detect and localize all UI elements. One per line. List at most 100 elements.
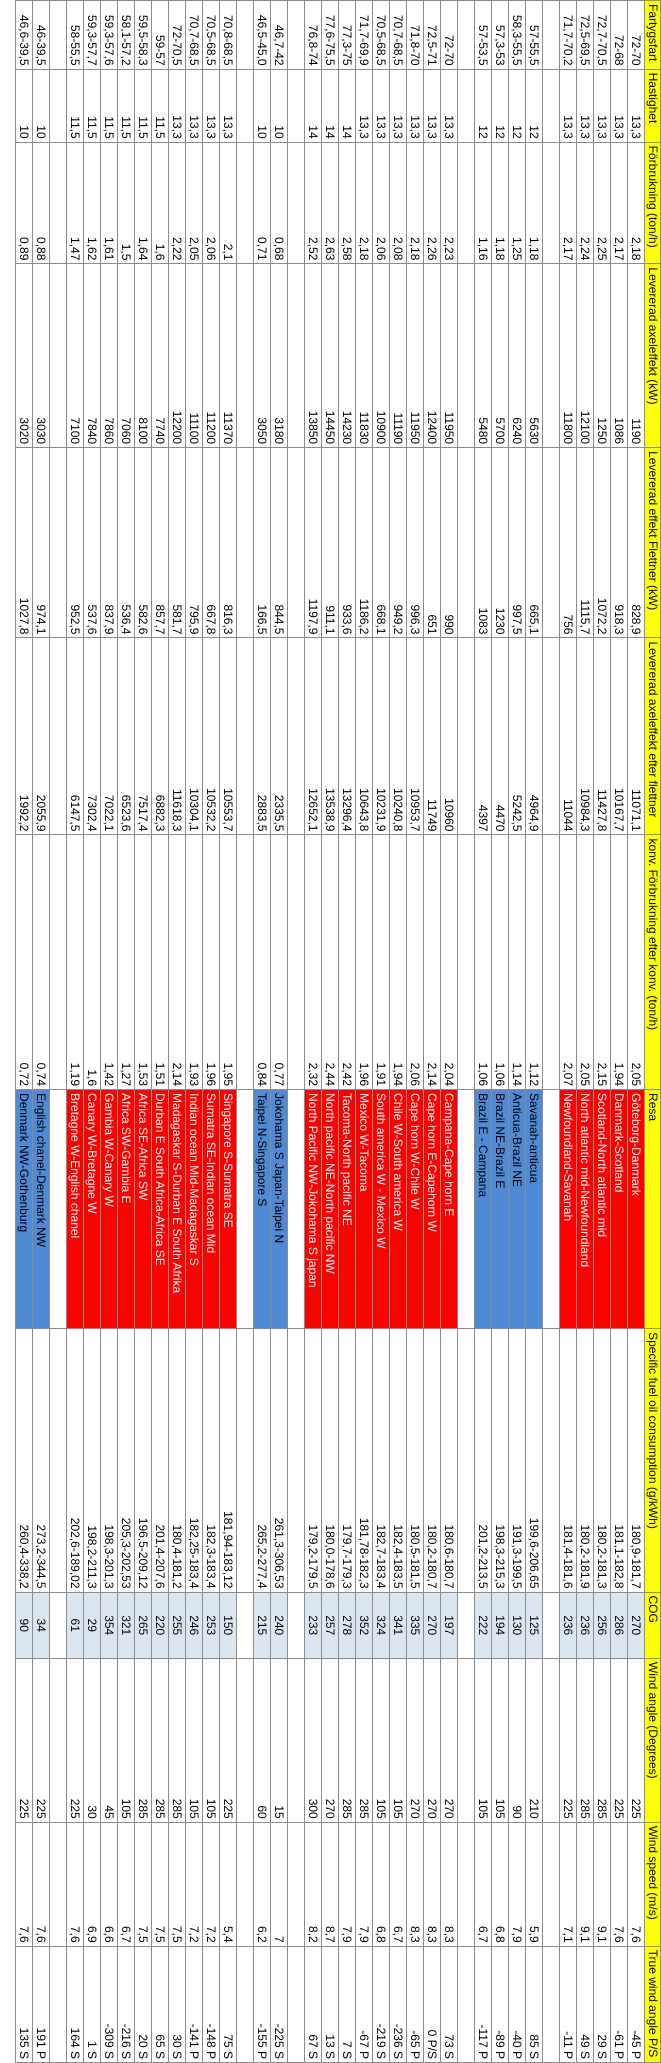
empty-cell[interactable] [542, 142, 560, 264]
cell-consumption[interactable]: 1,25 [508, 142, 526, 264]
empty-cell[interactable] [49, 0, 67, 70]
cell-voyage[interactable]: Göteborg-Danmark [627, 1089, 645, 1329]
cell-speed[interactable]: 76,8-74 [304, 0, 322, 70]
empty-cell[interactable] [457, 1089, 475, 1329]
cell-shaft-after-flettner[interactable]: 10240,8 [389, 637, 407, 835]
cell-speed[interactable]: 46,5-45,0 [253, 0, 271, 70]
empty-cell[interactable] [236, 1328, 254, 1593]
cell-cog[interactable]: 34 [32, 1592, 50, 1659]
cell-consumption[interactable]: 2,22 [168, 142, 186, 264]
cell-consumption[interactable]: 2,23 [440, 142, 458, 264]
header-cell-wind-speed[interactable]: Wind speed (m/s) [644, 1822, 661, 1947]
cell-cog[interactable]: 233 [304, 1592, 322, 1659]
cell-consumption[interactable]: 2,05 [185, 142, 203, 264]
cell-wind-speed[interactable]: 8,7 [321, 1822, 339, 1947]
cell-shaft-power[interactable]: 7860 [100, 263, 118, 448]
cell-true-wind[interactable]: -155 P [253, 1946, 271, 2063]
cell-true-wind[interactable]: -225 S [270, 1946, 288, 2063]
empty-cell[interactable] [542, 834, 560, 1090]
cell-knots[interactable]: 13,3 [372, 69, 390, 143]
cell-wind-angle[interactable]: 285 [134, 1658, 152, 1823]
cell-true-wind[interactable]: 135 S [15, 1946, 33, 2063]
cell-wind-angle[interactable]: 285 [168, 1658, 186, 1823]
cell-consumption-after[interactable]: 1,51 [151, 834, 169, 1090]
cell-cog[interactable]: 270 [423, 1592, 441, 1659]
cell-consumption[interactable]: 2,06 [372, 142, 390, 264]
cell-wind-speed[interactable]: 7,6 [15, 1822, 33, 1947]
empty-cell[interactable] [236, 69, 254, 143]
cell-voyage[interactable]: Savanah-anticua [525, 1089, 543, 1329]
cell-cog[interactable]: 240 [270, 1592, 288, 1659]
cell-wind-angle[interactable]: 105 [117, 1658, 135, 1823]
cell-cog[interactable]: 150 [219, 1592, 237, 1659]
cell-shaft-power[interactable]: 10900 [372, 263, 390, 448]
cell-wind-angle[interactable]: 270 [406, 1658, 424, 1823]
cell-consumption[interactable]: 2,26 [423, 142, 441, 264]
cell-voyage[interactable]: Cape horn W-Chile W [406, 1089, 424, 1329]
cell-speed[interactable]: 77,6-75,5 [321, 0, 339, 70]
cell-flettner-power[interactable]: 837,9 [100, 447, 118, 638]
cell-consumption-after[interactable]: 1,06 [474, 834, 492, 1090]
cell-speed[interactable]: 58,3-55,5 [508, 0, 526, 70]
cell-wind-angle[interactable]: 300 [304, 1658, 322, 1823]
cell-flettner-power[interactable]: 1083 [474, 447, 492, 638]
empty-cell[interactable] [542, 69, 560, 143]
cell-shaft-after-flettner[interactable]: 10304,1 [185, 637, 203, 835]
cell-wind-angle[interactable]: 210 [525, 1658, 543, 1823]
cell-speed[interactable]: 72,5-71 [423, 0, 441, 70]
cell-shaft-after-flettner[interactable]: 13296,4 [338, 637, 356, 835]
cell-wind-angle[interactable]: 285 [355, 1658, 373, 1823]
cell-consumption[interactable]: 1,6 [151, 142, 169, 264]
cell-voyage[interactable]: Madagaskar S-Durban E South Afrika [168, 1089, 186, 1329]
cell-consumption-after[interactable]: 1,6 [83, 834, 101, 1090]
empty-cell[interactable] [542, 0, 560, 70]
cell-cog[interactable]: 246 [185, 1592, 203, 1659]
cell-sfoc[interactable]: 205,3-202,53 [117, 1328, 135, 1593]
cell-wind-speed[interactable]: 6,7 [117, 1822, 135, 1947]
empty-cell[interactable] [236, 1089, 254, 1329]
cell-shaft-power[interactable]: 1250 [593, 263, 611, 448]
cell-consumption[interactable]: 1,18 [525, 142, 543, 264]
cell-consumption-after[interactable]: 0,74 [32, 834, 50, 1090]
cell-true-wind[interactable]: 73 S [440, 1946, 458, 2063]
cell-shaft-power[interactable]: 11830 [355, 263, 373, 448]
cell-speed[interactable]: 70,7-68,5 [389, 0, 407, 70]
cell-cog[interactable]: 215 [253, 1592, 271, 1659]
cell-shaft-after-flettner[interactable]: 2883,5 [253, 637, 271, 835]
cell-sfoc[interactable]: 181,94-183,12 [219, 1328, 237, 1593]
cell-consumption[interactable]: 2,63 [321, 142, 339, 264]
cell-true-wind[interactable]: 7 S [338, 1946, 356, 2063]
cell-consumption-after[interactable]: 2,06 [406, 834, 424, 1090]
cell-true-wind[interactable]: -67 P [355, 1946, 373, 2063]
empty-cell[interactable] [236, 263, 254, 448]
cell-consumption[interactable]: 2,17 [610, 142, 628, 264]
cell-shaft-after-flettner[interactable]: 10643,8 [355, 637, 373, 835]
cell-wind-speed[interactable]: 9,1 [576, 1822, 594, 1947]
cell-wind-speed[interactable]: 7,6 [66, 1822, 84, 1947]
cell-consumption[interactable]: 0,89 [15, 142, 33, 264]
cell-flettner-power[interactable]: 665,1 [525, 447, 543, 638]
cell-wind-angle[interactable]: 225 [15, 1658, 33, 1823]
empty-cell[interactable] [49, 1592, 67, 1659]
cell-speed[interactable]: 59,5-58,3 [134, 0, 152, 70]
cell-shaft-power[interactable]: 11100 [185, 263, 203, 448]
cell-knots[interactable]: 11,5 [100, 69, 118, 143]
cell-knots[interactable]: 11,5 [134, 69, 152, 143]
cell-cog[interactable]: 61 [66, 1592, 84, 1659]
empty-cell[interactable] [49, 1089, 67, 1329]
header-cell-consumption[interactable]: Förbrukning (ton/h) [644, 142, 661, 264]
empty-cell[interactable] [49, 69, 67, 143]
cell-knots[interactable]: 13,3 [389, 69, 407, 143]
cell-shaft-after-flettner[interactable]: 12652,1 [304, 637, 322, 835]
cell-voyage[interactable]: South america W - Mexico W [372, 1089, 390, 1329]
empty-cell[interactable] [542, 1328, 560, 1593]
cell-true-wind[interactable]: 85 S [525, 1946, 543, 2063]
cell-shaft-after-flettner[interactable]: 11618,3 [168, 637, 186, 835]
cell-true-wind[interactable]: 75 S [219, 1946, 237, 2063]
cell-sfoc[interactable]: 182,25-183,4 [185, 1328, 203, 1593]
empty-cell[interactable] [542, 637, 560, 835]
cell-wind-angle[interactable]: 105 [389, 1658, 407, 1823]
cell-consumption-after[interactable]: 1,53 [134, 834, 152, 1090]
cell-wind-angle[interactable]: 90 [508, 1658, 526, 1823]
cell-sfoc[interactable]: 180,2-181,9 [576, 1328, 594, 1593]
